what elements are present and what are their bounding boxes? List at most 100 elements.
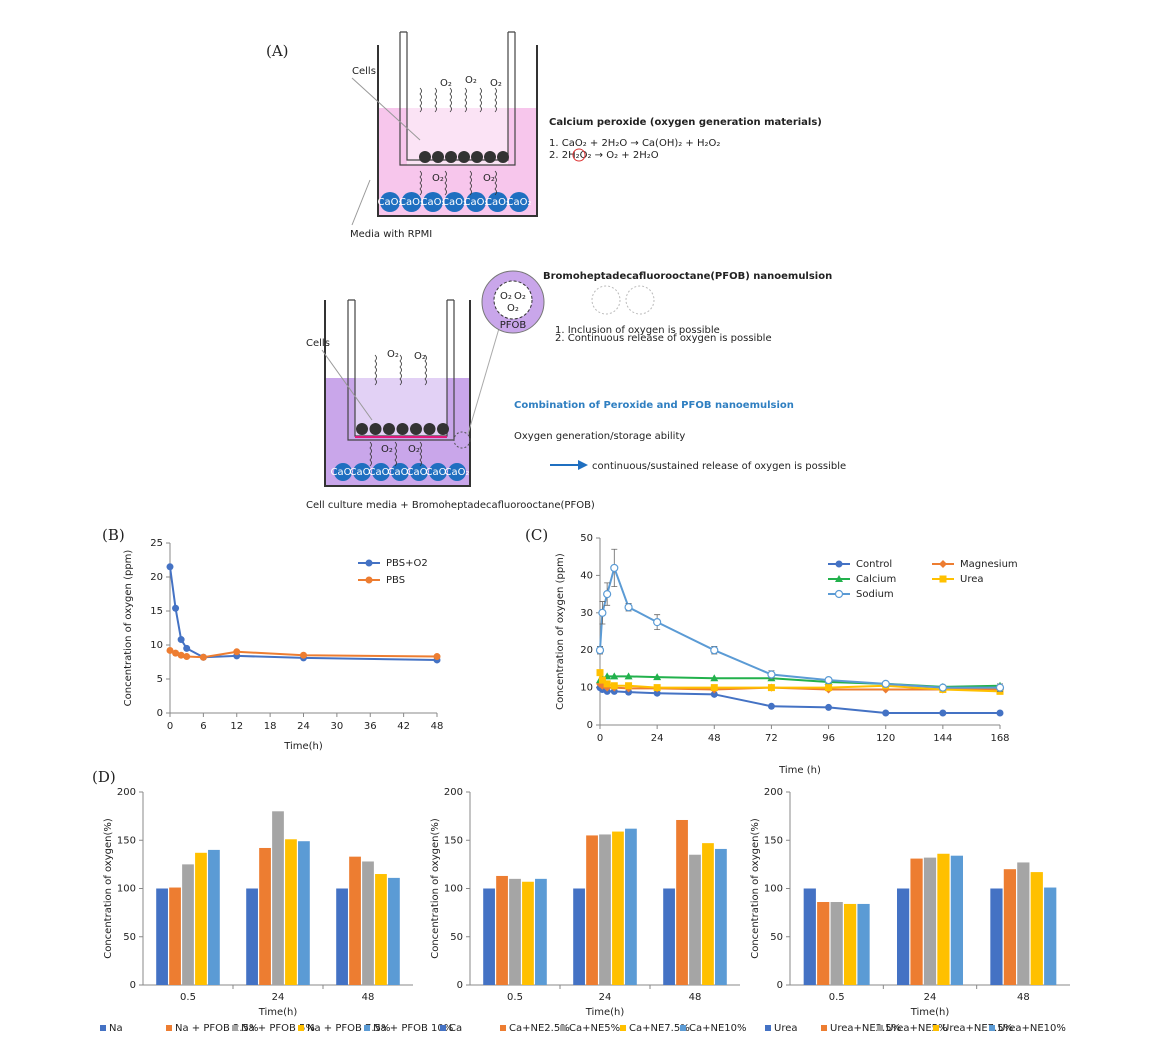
y-axis-label: Concentration of oxygen (ppm): [555, 553, 566, 710]
point: [166, 563, 174, 571]
bar: [496, 875, 508, 985]
legend-swatch: [232, 1025, 238, 1031]
legend-marker: [835, 560, 843, 568]
bar: [1030, 872, 1043, 985]
y-tick-label: 0: [587, 720, 593, 731]
leader: [351, 179, 371, 226]
bar: [910, 858, 923, 985]
legend-label: Urea+NE7.5%: [942, 1023, 1013, 1034]
legend-swatch: [989, 1025, 995, 1031]
x-tick-label: 48: [1017, 992, 1030, 1003]
leader: [321, 349, 373, 421]
cell: [383, 423, 395, 435]
bar: [923, 857, 937, 985]
point: [183, 653, 191, 661]
x-tick-label: 6: [200, 721, 206, 732]
point: [710, 646, 719, 655]
bar: [156, 888, 168, 985]
legend-swatch: [364, 1025, 370, 1031]
legend-swatch: [440, 1025, 446, 1031]
legend-label: Calcium: [856, 574, 896, 585]
oxygen-wave: [399, 354, 402, 386]
legend-label: Urea: [774, 1023, 798, 1034]
point: [595, 646, 605, 655]
legend-label: Urea+NE10%: [998, 1023, 1066, 1034]
legend-label: Ca+NE7.5%: [629, 1023, 690, 1034]
bar: [897, 888, 910, 985]
bead-label: CaO₂: [442, 197, 467, 208]
y-axis-label: Concentration of oxygen(%): [430, 818, 441, 959]
x-tick-label: 18: [264, 721, 277, 732]
cell: [437, 423, 449, 435]
bead: [353, 463, 371, 481]
panel-label: (D): [92, 768, 116, 786]
panel-label: (C): [525, 526, 548, 544]
bead: [391, 463, 409, 481]
point: [172, 604, 180, 612]
point: [625, 682, 633, 690]
bar: [349, 856, 361, 985]
x-tick-label: 42: [397, 721, 410, 732]
x-axis-label: Time(h): [283, 741, 323, 752]
legend-label: Ca+NE10%: [689, 1023, 747, 1034]
legend-label: Na + PFOB 10%: [373, 1023, 453, 1034]
bar: [388, 877, 400, 985]
cell: [471, 151, 483, 163]
series-line: [169, 566, 438, 661]
y-tick-label: 40: [580, 570, 593, 581]
oxygen-wave: [424, 354, 427, 386]
y-tick-label: 30: [580, 608, 593, 619]
bar: [676, 819, 688, 985]
x-tick-label: 120: [876, 733, 895, 744]
well: [324, 300, 471, 487]
x-tick-label: 144: [933, 733, 952, 744]
oxygen-wave: [419, 441, 422, 467]
y-tick-label: 5: [157, 674, 163, 685]
y-tick-label: 100: [117, 884, 136, 895]
x-tick-label: 0: [167, 721, 173, 732]
bead-label: CaO₂: [507, 197, 532, 208]
bead: [466, 192, 486, 212]
oxygen-wave: [419, 170, 422, 196]
legend-marker: [365, 576, 373, 584]
bar: [625, 828, 637, 985]
legend-label: Control: [856, 559, 892, 570]
bead-label: CaO₂: [388, 467, 413, 478]
point: [233, 648, 241, 656]
bead: [372, 463, 390, 481]
bar: [285, 839, 297, 985]
legend-swatch: [560, 1025, 566, 1031]
x-tick-label: 24: [297, 721, 310, 732]
legend-label: Na: [109, 1023, 123, 1034]
o2-label: O₂: [507, 303, 519, 314]
headline: Combination of Peroxide and PFOB nanoemu…: [514, 400, 794, 411]
bead: [487, 192, 508, 212]
bead-label: CaO₂: [426, 467, 451, 478]
bead: [444, 192, 465, 212]
legend-swatch: [765, 1025, 771, 1031]
bar: [663, 888, 675, 985]
legend-marker: [835, 575, 843, 582]
y-axis-label: Concentration of oxygen (ppm): [123, 550, 134, 707]
point: [172, 649, 180, 657]
point: [996, 709, 1004, 717]
bar: [522, 881, 534, 985]
bar: [702, 843, 714, 985]
note: 2. Continuous release of oxygen is possi…: [555, 333, 772, 344]
leader: [351, 77, 421, 141]
o2-label: O₂: [381, 444, 393, 455]
label: Oxygen generation/storage ability: [514, 431, 685, 442]
bar: [336, 888, 348, 985]
y-tick-label: 200: [117, 787, 136, 798]
point: [653, 673, 662, 681]
legend-swatch: [821, 1025, 827, 1031]
x-tick-label: 24: [272, 992, 285, 1003]
bead: [380, 192, 400, 212]
bar: [950, 855, 963, 985]
diagram-bottom: PFOB Cells Cell culture media + Bromohep…: [306, 270, 846, 511]
legend-swatch: [933, 1025, 939, 1031]
legend-swatch: [166, 1025, 172, 1031]
bar: [535, 878, 547, 985]
bead: [448, 463, 466, 481]
